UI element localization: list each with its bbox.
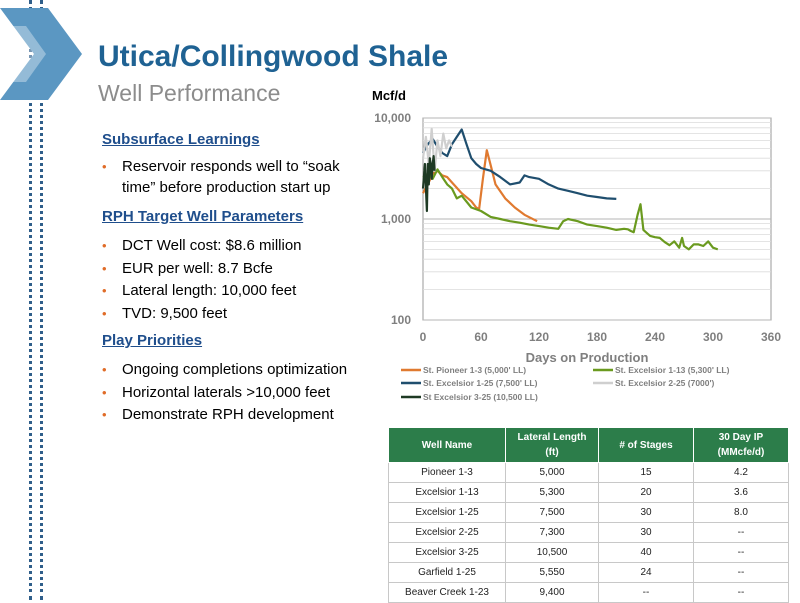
bullet-item: • Horizontal laterals >10,000 feet xyxy=(102,384,331,401)
table-row: Excelsior 1-13 5,300 20 3.6 xyxy=(388,482,789,503)
bullet-icon: • xyxy=(102,261,107,276)
y-tick-label: 1,000 xyxy=(381,212,411,226)
y-axis-title: Mcf/d xyxy=(372,88,406,103)
legend-label: St Excelsior 3-25 (10,500 LL) xyxy=(423,392,538,402)
table-cell: 10,500 xyxy=(505,542,599,563)
bullet-icon: • xyxy=(102,238,107,253)
col-header-stages: # of Stages xyxy=(598,427,694,463)
col-header-lateral-length: Lateral Length (ft) xyxy=(505,427,599,463)
table-row: Excelsior 1-25 7,500 30 8.0 xyxy=(388,502,789,523)
table-cell: 7,300 xyxy=(505,522,599,543)
table-row: Excelsior 2-25 7,300 30 -- xyxy=(388,522,789,543)
x-axis-title: Days on Production xyxy=(526,350,649,365)
table-row: Garfield 1-25 5,550 24 -- xyxy=(388,562,789,583)
series-line-4 xyxy=(421,127,453,172)
table-row: Excelsior 3-25 10,500 40 -- xyxy=(388,542,789,563)
table-cell: 7,500 xyxy=(505,502,599,523)
bullet-item: • EUR per well: 8.7 Bcfe xyxy=(102,260,273,277)
bullet-item: • Lateral length: 10,000 feet xyxy=(102,282,297,299)
legend-label: St. Excelsior 1-13 (5,300' LL) xyxy=(615,365,730,375)
table-cell: -- xyxy=(693,522,789,543)
series-line-2 xyxy=(422,168,719,251)
table-cell: Excelsior 2-25 xyxy=(388,522,506,543)
table-cell: 30 xyxy=(598,502,694,523)
x-tick-label: 360 xyxy=(761,330,781,344)
table-cell: 5,550 xyxy=(505,562,599,583)
bullet-item: • Ongoing completions optimization xyxy=(102,361,348,378)
x-tick-label: 60 xyxy=(474,330,488,344)
bullet-icon: • xyxy=(102,283,107,298)
table-cell: Pioneer 1-3 xyxy=(388,462,506,483)
table-cell: -- xyxy=(693,562,789,583)
table-cell: 40 xyxy=(598,542,694,563)
table-cell: 5,300 xyxy=(505,482,599,503)
table-cell: 5,000 xyxy=(505,462,599,483)
x-tick-label: 180 xyxy=(587,330,607,344)
chevron-logo-icon xyxy=(0,8,82,100)
y-tick-label: 100 xyxy=(391,313,411,327)
table-cell: Garfield 1-25 xyxy=(388,562,506,583)
table-cell: 20 xyxy=(598,482,694,503)
dotted-border-left xyxy=(29,0,32,600)
section-heading-rph: RPH Target Well Parameters xyxy=(102,208,304,225)
table-cell: 8.0 xyxy=(693,502,789,523)
x-tick-label: 0 xyxy=(420,330,427,344)
table-cell: 4.2 xyxy=(693,462,789,483)
table-cell: 15 xyxy=(598,462,694,483)
well-table: Well Name Lateral Length (ft) # of Stage… xyxy=(388,427,789,603)
table-cell: Excelsior 3-25 xyxy=(388,542,506,563)
y-tick-label: 10,000 xyxy=(374,111,411,125)
table-cell: -- xyxy=(693,542,789,563)
bullet-item: • Reservoir responds well to “soak time”… xyxy=(102,158,340,196)
bullet-icon: • xyxy=(102,407,107,422)
x-tick-label: 120 xyxy=(529,330,549,344)
section-heading-subsurface: Subsurface Learnings xyxy=(102,131,260,148)
bullet-icon: • xyxy=(102,362,107,377)
section-heading-play: Play Priorities xyxy=(102,332,203,349)
series-line-3 xyxy=(422,128,617,200)
col-header-well-name: Well Name xyxy=(388,427,506,463)
bullet-item: • DCT Well cost: $8.6 million xyxy=(102,237,302,254)
table-header-row: Well Name Lateral Length (ft) # of Stage… xyxy=(388,427,789,463)
dotted-border-right xyxy=(40,0,43,600)
bullet-icon: • xyxy=(102,306,107,321)
page-title: Utica/Collingwood Shale xyxy=(98,40,449,73)
legend-label: St. Excelsior 2-25 (7000') xyxy=(615,378,715,388)
x-tick-label: 300 xyxy=(703,330,723,344)
table-cell: Excelsior 1-25 xyxy=(388,502,506,523)
production-chart: 100 1,000 10,000 0 60 120 180 240 300 360 Days on … xyxy=(374,111,781,402)
table-cell: 30 xyxy=(598,522,694,543)
x-tick-label: 240 xyxy=(645,330,665,344)
series-line-5 xyxy=(421,154,436,213)
table-row: Beaver Creek 1-23 9,400 -- -- xyxy=(388,582,789,603)
table-row: Pioneer 1-3 5,000 15 4.2 xyxy=(388,462,789,483)
bullet-icon: • xyxy=(102,159,107,174)
page-subtitle: Well Performance xyxy=(98,80,281,106)
table-cell: Excelsior 1-13 xyxy=(388,482,506,503)
bullet-item: • Demonstrate RPH development xyxy=(102,406,334,423)
legend-label: St. Pioneer 1-3 (5,000' LL) xyxy=(423,365,526,375)
col-header-ip: 30 Day IP (MMcfe/d) xyxy=(693,427,789,463)
bullet-icon: • xyxy=(102,385,107,400)
table-cell: 24 xyxy=(598,562,694,583)
legend-label: St. Excelsior 1-25 (7,500' LL) xyxy=(423,378,538,388)
table-cell: 3.6 xyxy=(693,482,789,503)
bullet-item: • TVD: 9,500 feet xyxy=(102,305,228,322)
